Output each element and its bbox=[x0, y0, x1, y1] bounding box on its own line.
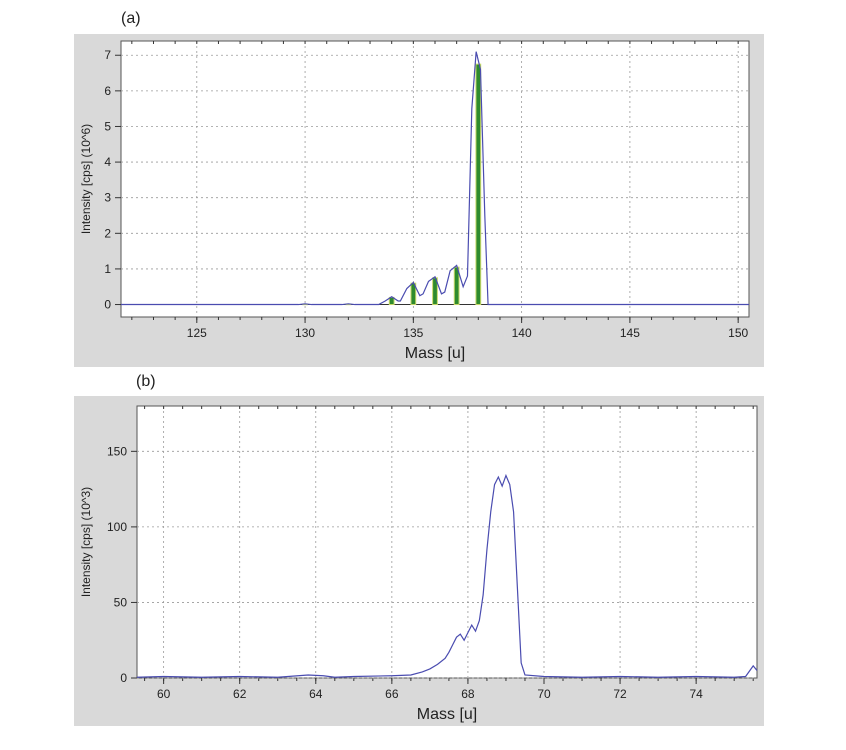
chart-b-tick-label-y: 100 bbox=[107, 520, 127, 534]
chart-a-tick-label-x: 145 bbox=[620, 326, 640, 340]
chart-b: 60 62 64 66 68 70 72 74 0 50 100 150 Mass [u] Intensi… bbox=[79, 405, 758, 723]
chart-b-series-line bbox=[136, 473, 758, 678]
chart-a-trace bbox=[121, 51, 749, 306]
chart-a-tick-label-x: 130 bbox=[295, 326, 315, 340]
chart-a-tick-label-x: 140 bbox=[512, 326, 532, 340]
chart-b-tick-label-x: 60 bbox=[157, 687, 171, 701]
chart-a-tick-label-y: 4 bbox=[104, 155, 111, 169]
chart-a-tick-label-y: 2 bbox=[104, 226, 111, 240]
chart-b-tick-label-x: 66 bbox=[385, 687, 399, 701]
panel-label-a: (a) bbox=[121, 10, 141, 27]
chart-a-tick-label-y: 5 bbox=[104, 119, 111, 133]
chart-b-tick-label-y: 0 bbox=[120, 671, 127, 685]
chart-a-bar bbox=[475, 63, 482, 306]
chart-b-tick-label-x: 62 bbox=[233, 687, 247, 701]
chart-a-tick-label-y: 7 bbox=[104, 48, 111, 62]
chart-b-tick-label-x: 68 bbox=[461, 687, 475, 701]
chart-b-tick-label-x: 70 bbox=[537, 687, 551, 701]
chart-b-y-axis-title: Intensity [cps] (10^3) bbox=[79, 487, 93, 597]
chart-b-tick-label-y: 50 bbox=[114, 595, 128, 609]
chart-b-tick-label-y: 150 bbox=[107, 444, 127, 458]
chart-a-tick-label-y: 1 bbox=[104, 262, 111, 276]
chart-b-plot-area bbox=[136, 405, 758, 679]
chart-a-x-axis-title: Mass [u] bbox=[405, 345, 465, 362]
chart-b-tick-label-x: 74 bbox=[689, 687, 703, 701]
chart-a-plot-area bbox=[120, 40, 750, 318]
chart-a-y-axis-title: Intensity [cps] (10^6) bbox=[79, 124, 93, 234]
chart-a-tick-label-y: 6 bbox=[104, 84, 111, 98]
chart-a-tick-label-x: 150 bbox=[728, 326, 748, 340]
chart-b-tick-label-x: 72 bbox=[613, 687, 627, 701]
chart-a: 125 130 135 140 145 150 0 1 2 3 4 5 6 7 Mass [u] Intens… bbox=[79, 40, 750, 362]
chart-b-tick-label-x: 64 bbox=[309, 687, 323, 701]
chart-b-x-axis-title: Mass [u] bbox=[417, 706, 477, 723]
panel-label-b: (b) bbox=[136, 373, 156, 390]
chart-a-tick-label-x: 135 bbox=[403, 326, 423, 340]
chart-a-tick-label-y: 0 bbox=[104, 298, 111, 312]
chart-a-tick-label-x: 125 bbox=[187, 326, 207, 340]
chart-a-tick-label-y: 3 bbox=[104, 191, 111, 205]
